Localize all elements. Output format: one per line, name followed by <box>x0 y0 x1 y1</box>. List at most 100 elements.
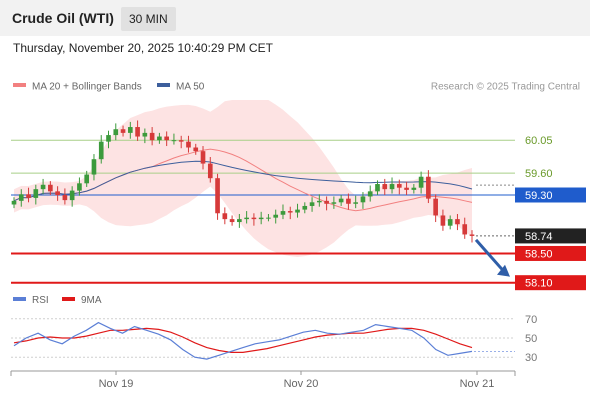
candle <box>237 214 242 228</box>
candle <box>324 196 329 211</box>
candle-body <box>229 219 235 223</box>
rsi-tick-70: 70 <box>525 314 537 326</box>
legend-swatch-ma50 <box>157 83 170 87</box>
support-badge-58.10 <box>515 275 586 291</box>
candle-body <box>142 132 148 137</box>
candle-body <box>120 129 126 133</box>
candle <box>418 171 424 194</box>
candle <box>251 213 257 226</box>
candle-body <box>324 200 329 204</box>
candle-body <box>135 127 140 137</box>
candle-body <box>273 214 279 218</box>
candle <box>200 146 206 170</box>
candle-body <box>193 147 199 152</box>
candle-body <box>462 224 468 235</box>
last-price-badge <box>515 228 586 244</box>
x-tick-label-nov-20: Nov 20 <box>284 378 319 390</box>
candle <box>353 195 359 209</box>
candle <box>426 170 431 204</box>
candle <box>280 204 286 220</box>
candle <box>98 135 104 164</box>
candle <box>258 211 264 225</box>
candle <box>207 157 213 183</box>
candle-body <box>266 217 271 219</box>
rsi-line <box>13 321 473 360</box>
candle <box>404 181 409 195</box>
candle <box>433 194 438 223</box>
pivot-label: 59.30 <box>525 190 553 202</box>
candle-body <box>18 194 24 201</box>
candle-body <box>317 200 322 203</box>
datetime-label: Thursday, November 20, 2025 10:40:29 PM … <box>13 41 273 55</box>
candle <box>222 207 228 225</box>
legend-swatch-9ma <box>62 297 75 301</box>
candle <box>244 211 249 224</box>
candle-body <box>309 202 315 206</box>
candle-body <box>33 189 39 198</box>
candle <box>266 214 271 222</box>
forecast-arrow-head <box>497 264 510 277</box>
candle <box>55 186 60 201</box>
bollinger-band <box>14 100 472 257</box>
candle-body <box>426 176 431 199</box>
candle <box>367 185 373 202</box>
candle <box>171 133 177 145</box>
candle <box>127 121 133 139</box>
source-label: Research © 2025 Trading Central <box>431 82 580 93</box>
candle-body <box>186 141 191 148</box>
rsi-tick-50: 50 <box>525 333 537 345</box>
instrument-title: Crude Oil (WTI) <box>12 10 114 26</box>
candle <box>106 130 111 149</box>
legend-swatch-rsi <box>13 297 26 301</box>
candle <box>84 170 90 187</box>
support-badge-58.50 <box>515 245 586 261</box>
candle-body <box>404 187 409 190</box>
x-tick-label-nov-19: Nov 19 <box>99 378 134 390</box>
candle <box>120 125 126 137</box>
legend-label-9ma: 9MA <box>81 295 102 306</box>
candle <box>135 120 140 141</box>
candle <box>309 197 315 212</box>
candle-body <box>207 163 213 179</box>
candle-body <box>440 215 446 226</box>
candle-body <box>55 191 60 195</box>
candle-body <box>346 198 351 204</box>
candle-body <box>389 184 395 190</box>
candle-body <box>418 176 424 188</box>
candle-body <box>48 184 53 192</box>
candle-body <box>382 184 388 190</box>
candle-body <box>91 159 97 175</box>
candle-body <box>157 136 162 141</box>
header-bar: Crude Oil (WTI) 30 MIN <box>0 0 590 36</box>
candle <box>18 189 24 207</box>
candle-body <box>164 136 169 141</box>
candle <box>455 214 460 231</box>
candle-body <box>178 140 184 142</box>
candle <box>215 173 220 220</box>
candle <box>178 135 184 149</box>
legend-label-ma20: MA 20 + Bollinger Bands <box>32 82 142 93</box>
candle-body <box>287 211 293 213</box>
candle-body <box>455 219 460 225</box>
rsi-9ma-line <box>13 327 473 353</box>
pivot-badge <box>515 187 586 203</box>
candle <box>157 132 162 144</box>
candle-body <box>396 184 402 188</box>
candle-body <box>106 135 111 142</box>
candle-body <box>215 178 220 214</box>
support-label-58.50: 58.50 <box>525 248 553 260</box>
candle-body <box>258 217 264 220</box>
candle <box>346 193 351 210</box>
candle <box>149 127 155 146</box>
candle-body <box>353 202 359 204</box>
candle-body <box>127 127 133 133</box>
resistance-label-59.60: 59.60 <box>525 168 553 180</box>
timeframe-badge[interactable]: 30 MIN <box>121 7 176 31</box>
x-tick-label-nov-21: Nov 21 <box>460 378 495 390</box>
candle <box>26 187 31 203</box>
candle-body <box>171 140 177 142</box>
candle <box>186 135 191 153</box>
candle <box>91 154 97 181</box>
